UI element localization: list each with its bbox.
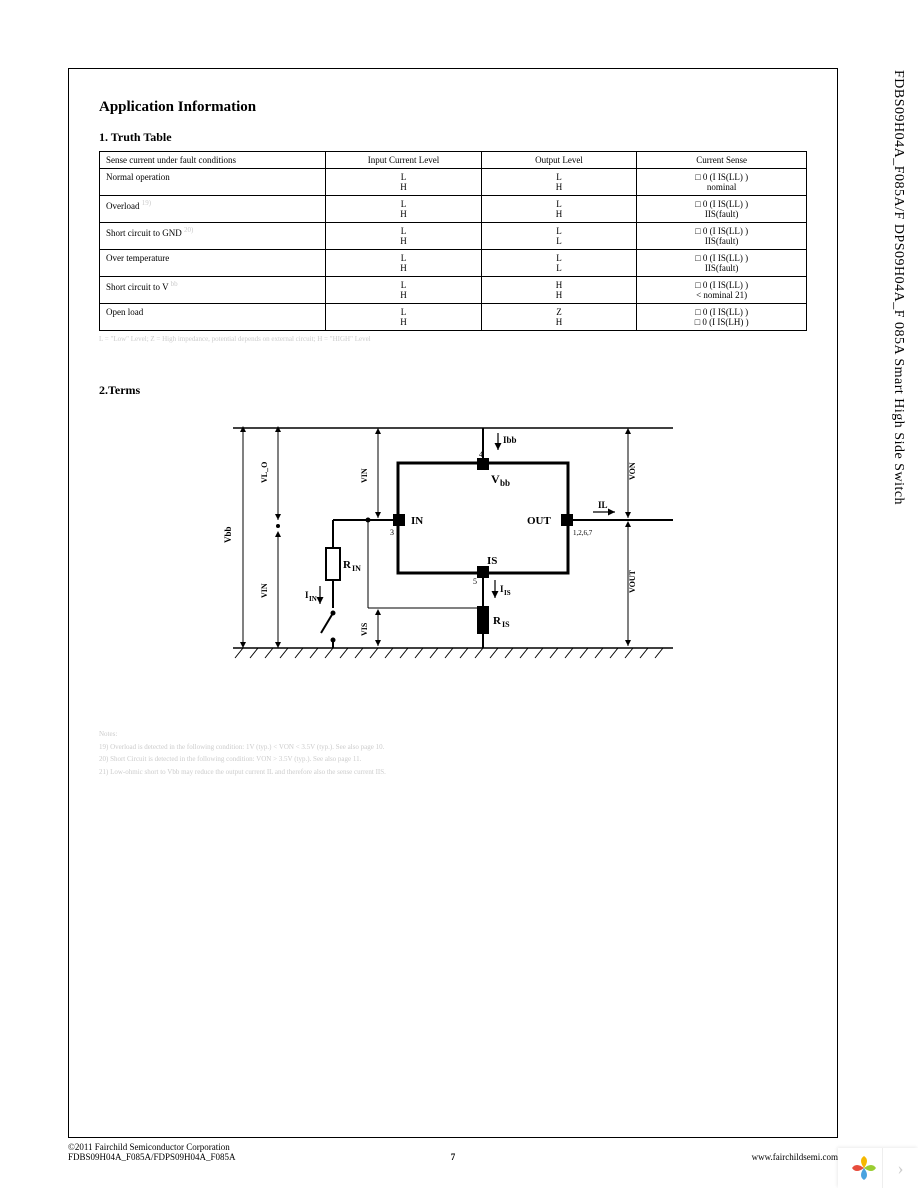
- svg-text:IN: IN: [352, 564, 361, 573]
- cell-input: LH: [326, 223, 482, 250]
- cell-input: LH: [326, 250, 482, 277]
- th-output: Output Level: [481, 152, 637, 169]
- truth-table-footnote: L = "Low" Level; Z = High impedance, pot…: [99, 335, 807, 343]
- cell-sense: □ 0 (I IS(LL) )nominal: [637, 169, 807, 196]
- table-row: Normal operationLHLH□ 0 (I IS(LL) )nomin…: [100, 169, 807, 196]
- svg-text:1,2,6,7: 1,2,6,7: [573, 529, 593, 537]
- svg-text:VIN: VIN: [360, 468, 369, 483]
- terms-diagram: V bb 4 Ibb IN 3 OUT 1,2,6,7: [99, 408, 807, 668]
- cell-sense: □ 0 (I IS(LL) )< nominal 21): [637, 277, 807, 304]
- svg-text:IL: IL: [598, 500, 608, 510]
- cell-condition: Short circuit to GND 20): [100, 223, 326, 250]
- svg-text:OUT: OUT: [527, 515, 552, 527]
- circuit-diagram-svg: V bb 4 Ibb IN 3 OUT 1,2,6,7: [223, 408, 683, 668]
- table-row: Overload 19)LHLH□ 0 (I IS(LL) )IIS(fault…: [100, 196, 807, 223]
- page-content: Application Information 1. Truth Table S…: [69, 69, 837, 788]
- th-sense: Sense current under fault conditions: [100, 152, 326, 169]
- table-row: Short circuit to GND 20)LHLL□ 0 (I IS(LL…: [100, 223, 807, 250]
- svg-text:V: V: [491, 472, 500, 486]
- cell-sense: □ 0 (I IS(LL) )□ 0 (I IS(LH) ): [637, 304, 807, 331]
- section-title: Application Information: [99, 99, 807, 116]
- truth-table: Sense current under fault conditions Inp…: [99, 151, 807, 331]
- table-row: Over temperatureLHLL□ 0 (I IS(LL) )IIS(f…: [100, 250, 807, 277]
- svg-text:VON: VON: [628, 462, 637, 480]
- note-line: 20) Short Circuit is detected in the fol…: [99, 753, 807, 766]
- svg-text:VL_O: VL_O: [260, 462, 269, 483]
- cell-condition: Normal operation: [100, 169, 326, 196]
- cell-sense: □ 0 (I IS(LL) )IIS(fault): [637, 250, 807, 277]
- svg-text:IN: IN: [411, 515, 423, 527]
- cell-input: LH: [326, 196, 482, 223]
- svg-text:R: R: [343, 559, 352, 571]
- footer-left: ©2011 Fairchild Semiconductor Corporatio…: [68, 1142, 236, 1162]
- cell-output: HH: [481, 277, 637, 304]
- cell-output: LL: [481, 250, 637, 277]
- svg-text:IS: IS: [487, 555, 497, 567]
- svg-text:bb: bb: [500, 478, 510, 488]
- cell-input: LH: [326, 277, 482, 304]
- cell-condition: Over temperature: [100, 250, 326, 277]
- vertical-part-header: FDBS09H04A_F085A/F DPS09H04A_F 085A Smar…: [886, 70, 906, 505]
- cell-sense: □ 0 (I IS(LL) )IIS(fault): [637, 223, 807, 250]
- corner-widget: ›: [838, 1148, 918, 1188]
- cell-input: LH: [326, 304, 482, 331]
- terms-title: 2.Terms: [99, 383, 807, 398]
- notes-block: Notes: 19) Overload is detected in the f…: [99, 728, 807, 778]
- cell-sense: □ 0 (I IS(LL) )IIS(fault): [637, 196, 807, 223]
- footer-part: FDBS09H04A_F085A/FDPS09H04A_F085A: [68, 1152, 236, 1162]
- svg-text:4: 4: [479, 450, 483, 459]
- svg-text:VIN: VIN: [260, 583, 269, 598]
- svg-text:3: 3: [390, 528, 394, 537]
- terms-section: 2.Terms: [99, 383, 807, 668]
- note-line: 21) Low-ohmic short to Vbb may reduce th…: [99, 766, 807, 779]
- table-row: Short circuit to V bbLHHH□ 0 (I IS(LL) )…: [100, 277, 807, 304]
- chevron-right-icon: ›: [898, 1158, 904, 1179]
- footer-url: www.fairchildsemi.com: [752, 1152, 838, 1162]
- svg-text:IS: IS: [502, 620, 510, 629]
- page-frame: Application Information 1. Truth Table S…: [68, 68, 838, 1138]
- svg-text:R: R: [493, 615, 502, 627]
- notes-heading: Notes:: [99, 728, 807, 741]
- cell-input: LH: [326, 169, 482, 196]
- truth-table-title: 1. Truth Table: [99, 130, 807, 145]
- table-row: Open loadLHZH□ 0 (I IS(LL) )□ 0 (I IS(LH…: [100, 304, 807, 331]
- svg-text:Vbb: Vbb: [223, 526, 233, 543]
- th-input: Input Current Level: [326, 152, 482, 169]
- footer-page-number: 7: [451, 1152, 456, 1162]
- page-footer: ©2011 Fairchild Semiconductor Corporatio…: [68, 1142, 838, 1162]
- svg-text:5: 5: [473, 577, 477, 586]
- footer-copyright: ©2011 Fairchild Semiconductor Corporatio…: [68, 1142, 236, 1152]
- next-page-button[interactable]: ›: [882, 1148, 918, 1188]
- cell-condition: Short circuit to V bb: [100, 277, 326, 304]
- svg-text:IN: IN: [309, 595, 317, 603]
- svg-text:IS: IS: [504, 589, 511, 597]
- cell-condition: Overload 19): [100, 196, 326, 223]
- svg-text:VIS: VIS: [360, 622, 369, 636]
- cell-output: LH: [481, 196, 637, 223]
- logo-icon: [850, 1154, 878, 1182]
- svg-text:Ibb: Ibb: [503, 435, 517, 445]
- note-line: 19) Overload is detected in the followin…: [99, 741, 807, 754]
- cell-condition: Open load: [100, 304, 326, 331]
- th-current-sense: Current Sense: [637, 152, 807, 169]
- cell-output: LH: [481, 169, 637, 196]
- cell-output: ZH: [481, 304, 637, 331]
- svg-text:VOUT: VOUT: [628, 569, 637, 593]
- cell-output: LL: [481, 223, 637, 250]
